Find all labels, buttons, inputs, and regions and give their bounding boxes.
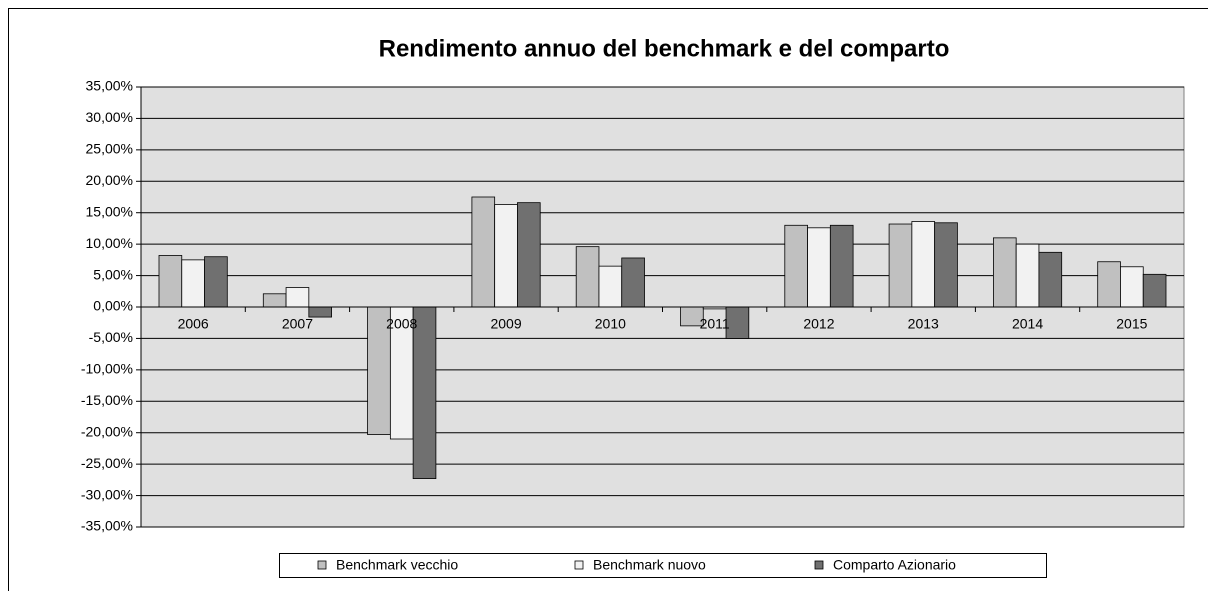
bar xyxy=(494,204,518,308)
y-tick-label: 0,00% xyxy=(93,298,133,314)
bar xyxy=(1120,266,1144,308)
legend-swatch xyxy=(574,560,584,570)
bar xyxy=(471,196,496,308)
bar xyxy=(1142,273,1167,308)
bar xyxy=(1038,251,1063,308)
legend-swatch xyxy=(814,560,824,570)
legend-label: Comparto Azionario xyxy=(833,557,956,573)
y-tick-label: 35,00% xyxy=(86,78,133,94)
bar xyxy=(158,255,183,308)
x-tick-label: 2011 xyxy=(700,316,730,332)
y-tick-label: -30,00% xyxy=(81,486,133,502)
y-tick-label: -10,00% xyxy=(81,361,133,377)
y-tick-label: -20,00% xyxy=(81,423,133,439)
bar xyxy=(829,224,854,308)
bar xyxy=(1097,261,1121,308)
y-tick-label: 10,00% xyxy=(86,235,133,251)
y-tick-label: -5,00% xyxy=(89,329,133,345)
x-tick-label: 2006 xyxy=(178,316,209,332)
bar xyxy=(934,222,958,308)
y-tick-label: 30,00% xyxy=(86,109,133,125)
x-tick-label: 2009 xyxy=(490,316,521,332)
x-tick-label: 2015 xyxy=(1116,316,1147,332)
x-tick-label: 2008 xyxy=(386,316,417,332)
chart-title: Rendimento annuo del benchmark e del com… xyxy=(379,35,950,62)
bar xyxy=(412,306,437,480)
y-tick-label: 5,00% xyxy=(93,266,133,282)
x-tick-label: 2013 xyxy=(908,316,939,332)
y-tick-label: -25,00% xyxy=(81,455,133,471)
x-tick-label: 2014 xyxy=(1012,316,1043,332)
bar xyxy=(598,265,623,308)
bar xyxy=(517,202,541,308)
bar xyxy=(807,227,831,308)
chart-frame xyxy=(8,8,1208,591)
x-tick-label: 2010 xyxy=(595,316,626,332)
bar xyxy=(575,246,600,308)
y-tick-label: -15,00% xyxy=(81,392,133,408)
y-tick-label: 25,00% xyxy=(86,141,133,157)
legend-label: Benchmark vecchio xyxy=(336,557,458,573)
bar xyxy=(285,287,310,308)
bar xyxy=(621,257,645,308)
bar xyxy=(911,221,936,308)
legend-box xyxy=(279,553,1047,578)
bar xyxy=(993,237,1017,308)
x-tick-label: 2007 xyxy=(282,316,313,332)
bar xyxy=(888,223,913,308)
x-tick-label: 2012 xyxy=(803,316,834,332)
legend-swatch xyxy=(317,560,327,570)
bar xyxy=(784,224,808,308)
y-tick-label: 20,00% xyxy=(86,172,133,188)
bar xyxy=(1015,243,1040,308)
bar xyxy=(181,259,205,308)
y-tick-label: 15,00% xyxy=(86,203,133,219)
y-tick-label: -35,00% xyxy=(81,518,133,534)
bar xyxy=(204,256,228,308)
bar xyxy=(262,293,287,308)
legend-label: Benchmark nuovo xyxy=(593,557,706,573)
